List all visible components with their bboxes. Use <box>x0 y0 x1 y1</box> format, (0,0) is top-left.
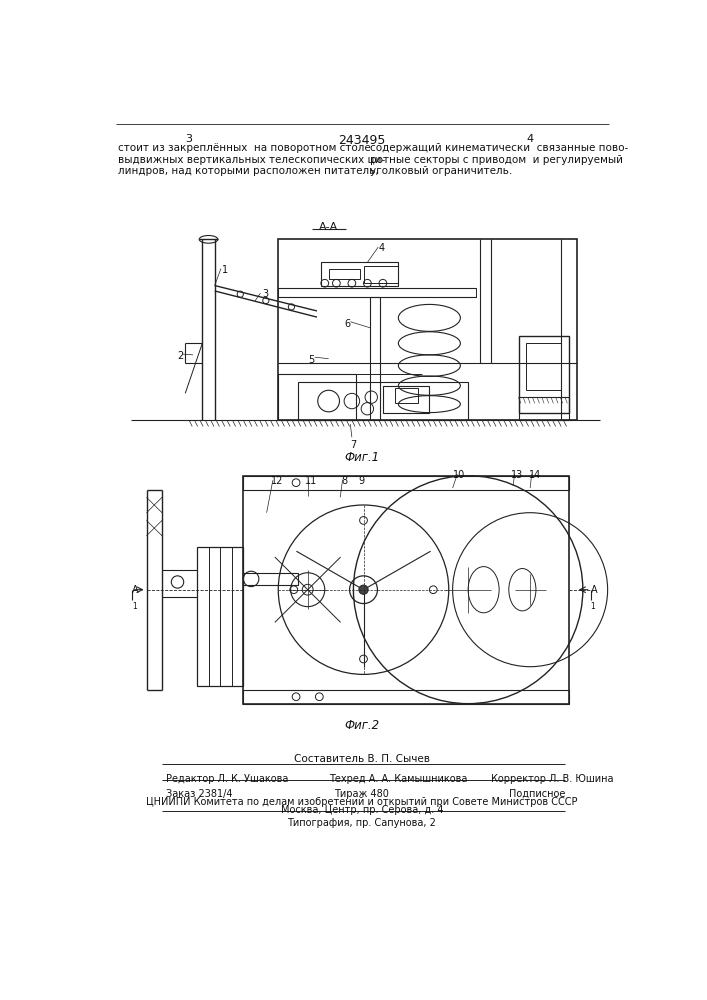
Text: 243495: 243495 <box>338 134 385 147</box>
Bar <box>526 343 561 389</box>
Text: A: A <box>590 585 597 595</box>
Text: Москва, Центр, пр. Серова, д. 4: Москва, Центр, пр. Серова, д. 4 <box>281 805 443 815</box>
Bar <box>329 269 360 279</box>
Text: 7: 7 <box>351 440 356 450</box>
Text: 14: 14 <box>529 470 541 480</box>
Text: Типография, пр. Сапунова, 2: Типография, пр. Сапунова, 2 <box>288 818 436 828</box>
Bar <box>279 288 476 297</box>
Text: Тираж 480: Тираж 480 <box>334 789 390 799</box>
Bar <box>363 266 398 283</box>
Bar <box>279 239 577 420</box>
Bar <box>243 476 569 704</box>
Circle shape <box>359 585 368 594</box>
Text: 11: 11 <box>305 476 317 486</box>
Text: содержащий кинематически  связанные пово-
ротные секторы с приводом  и регулируе: содержащий кинематически связанные пово-… <box>370 143 628 176</box>
Text: Фиг.1: Фиг.1 <box>344 451 380 464</box>
Text: 13: 13 <box>510 470 523 480</box>
Bar <box>243 690 569 704</box>
Bar <box>243 476 569 490</box>
Text: 5: 5 <box>308 355 314 365</box>
Text: 12: 12 <box>271 476 283 486</box>
Text: Составитель В. П. Сычев: Составитель В. П. Сычев <box>294 754 430 764</box>
Bar <box>395 388 418 403</box>
Text: 1: 1 <box>590 602 595 611</box>
Text: ЦНИИПИ Комитета по делам изобретений и открытий при Совете Министров СССР: ЦНИИПИ Комитета по делам изобретений и о… <box>146 797 578 807</box>
Text: Редактор Л. К. Ушакова: Редактор Л. К. Ушакова <box>166 774 288 784</box>
Bar <box>243 573 298 585</box>
Bar <box>279 374 356 420</box>
Text: Подписное: Подписное <box>508 789 565 799</box>
Text: 1: 1 <box>132 602 136 611</box>
Text: 10: 10 <box>452 470 465 480</box>
Text: стоит из закреплённых  на поворотном столе
выдвижных вертикальных телескопически: стоит из закреплённых на поворотном стол… <box>118 143 385 176</box>
Text: 6: 6 <box>344 319 350 329</box>
Bar <box>298 382 468 420</box>
Bar <box>383 386 429 413</box>
Bar <box>197 547 243 686</box>
Text: 8: 8 <box>341 476 347 486</box>
Text: А-А: А-А <box>319 222 338 232</box>
Bar <box>321 262 398 286</box>
Text: Техред А. А. Камышникова: Техред А. А. Камышникова <box>329 774 467 784</box>
Text: 2: 2 <box>177 351 184 361</box>
Text: Заказ 2381/4: Заказ 2381/4 <box>166 789 233 799</box>
Text: Корректор Л. В. Юшина: Корректор Л. В. Юшина <box>491 774 614 784</box>
Text: Фиг.2: Фиг.2 <box>344 719 380 732</box>
Text: 4: 4 <box>527 134 534 144</box>
Text: A: A <box>132 585 139 595</box>
Text: 4: 4 <box>379 243 385 253</box>
Bar <box>518 397 569 420</box>
Text: 3: 3 <box>186 134 192 144</box>
Bar <box>518 336 569 413</box>
Text: 3: 3 <box>262 289 268 299</box>
Text: 9: 9 <box>358 476 364 486</box>
Text: 1: 1 <box>222 265 228 275</box>
